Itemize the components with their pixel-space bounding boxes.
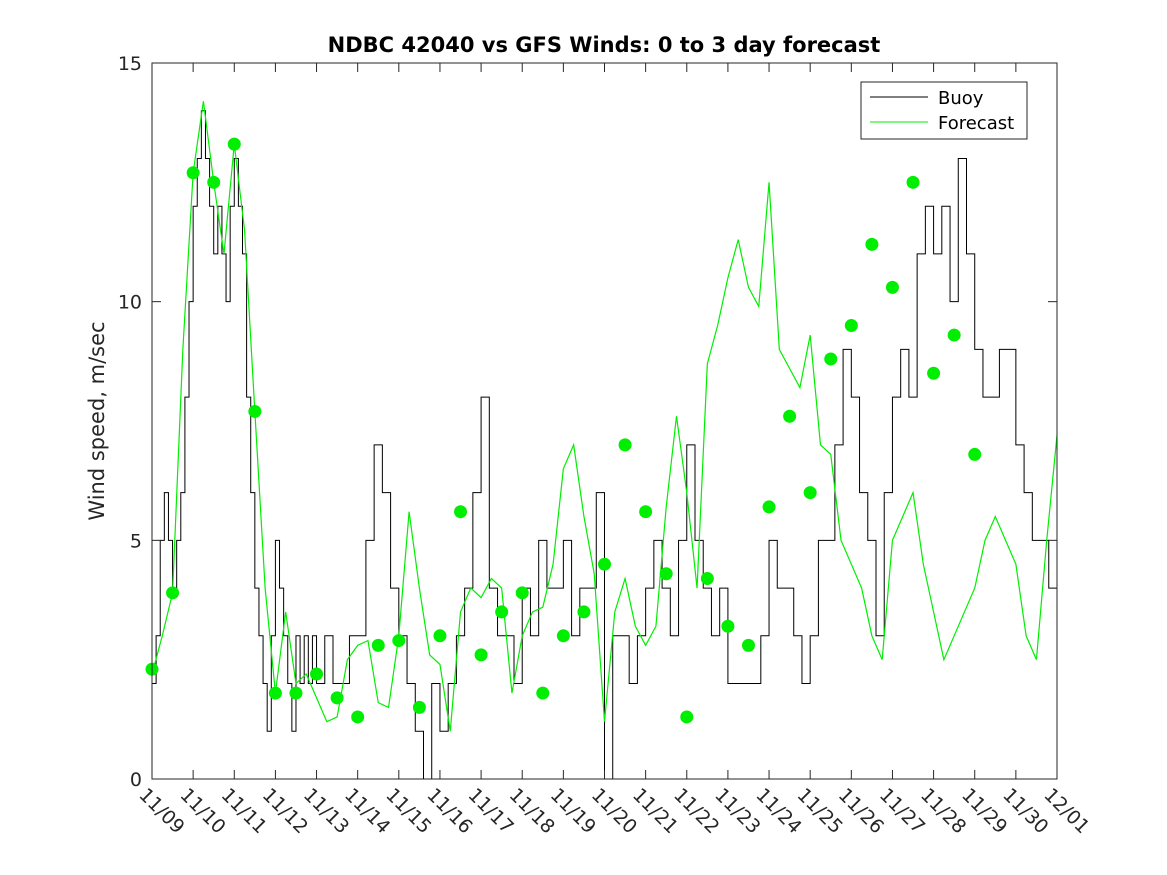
forecast-marker bbox=[968, 447, 982, 461]
forecast-marker bbox=[598, 557, 611, 571]
forecast-marker bbox=[186, 166, 200, 180]
y-tick-label: 0 bbox=[130, 769, 142, 791]
forecast-marker bbox=[268, 686, 282, 700]
forecast-series-line bbox=[151, 101, 1058, 732]
forecast-marker bbox=[783, 409, 797, 423]
y-tick-label: 15 bbox=[118, 53, 142, 75]
forecast-marker bbox=[433, 629, 447, 643]
forecast-marker bbox=[824, 352, 838, 366]
forecast-marker bbox=[289, 686, 303, 700]
forecast-marker bbox=[741, 638, 755, 652]
forecast-marker bbox=[947, 328, 961, 342]
forecast-marker bbox=[618, 438, 632, 452]
forecast-marker bbox=[454, 505, 468, 519]
forecast-marker bbox=[248, 404, 262, 418]
forecast-marker bbox=[927, 366, 941, 380]
forecast-marker bbox=[166, 586, 180, 600]
forecast-marker bbox=[330, 691, 344, 705]
legend-forecast-label: Forecast bbox=[938, 113, 1014, 134]
y-tick-label: 5 bbox=[130, 530, 142, 552]
chart-title: NDBC 42040 vs GFS Winds: 0 to 3 day fore… bbox=[328, 33, 881, 57]
forecast-marker bbox=[721, 619, 735, 633]
legend-buoy-label: Buoy bbox=[938, 88, 984, 109]
forecast-marker bbox=[515, 586, 529, 600]
forecast-marker bbox=[556, 629, 570, 643]
forecast-marker bbox=[351, 710, 365, 724]
forecast-marker bbox=[844, 319, 858, 333]
forecast-marker bbox=[700, 572, 714, 586]
forecast-marker bbox=[412, 700, 426, 714]
forecast-marker bbox=[639, 505, 653, 519]
forecast-marker bbox=[659, 567, 673, 581]
forecast-marker bbox=[803, 486, 817, 500]
forecast-marker bbox=[865, 237, 879, 251]
forecast-marker bbox=[495, 605, 509, 619]
forecast-marker bbox=[536, 686, 550, 700]
legend-box bbox=[860, 81, 1028, 140]
forecast-marker bbox=[762, 500, 776, 514]
y-tick-label: 10 bbox=[118, 292, 142, 314]
forecast-marker bbox=[310, 667, 324, 681]
forecast-marker bbox=[227, 137, 241, 151]
forecast-marker bbox=[474, 648, 488, 662]
forecast-marker bbox=[392, 634, 406, 648]
forecast-marker bbox=[680, 710, 694, 724]
forecast-marker bbox=[885, 280, 899, 294]
forecast-marker bbox=[371, 638, 385, 652]
forecast-marker bbox=[906, 175, 920, 189]
legend: Buoy Forecast bbox=[860, 81, 1028, 140]
forecast-marker bbox=[207, 175, 221, 189]
forecast-marker bbox=[577, 605, 591, 619]
y-axis-label: Wind speed, m/sec bbox=[85, 321, 109, 520]
